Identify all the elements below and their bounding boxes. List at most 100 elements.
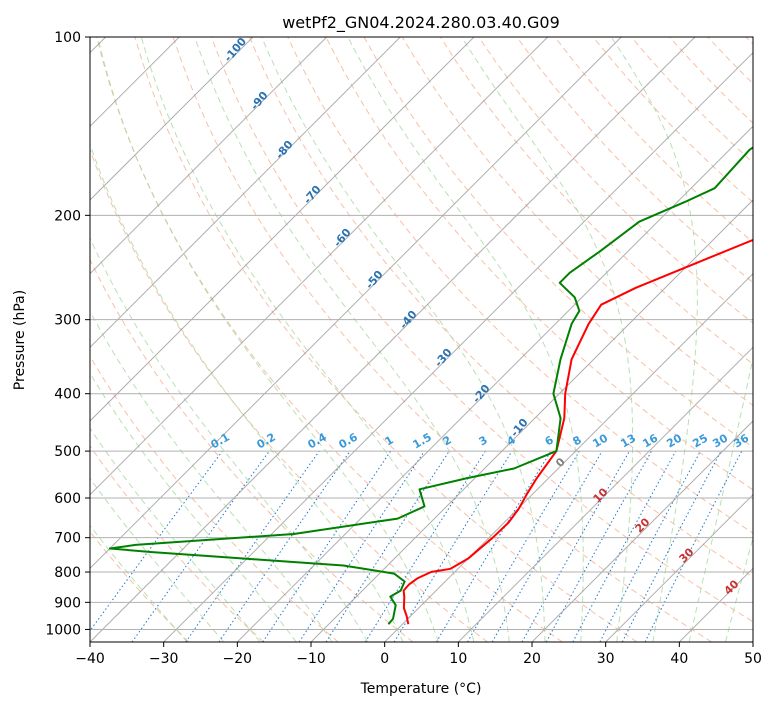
mixing-ratio-label: 2 [441,433,454,448]
isotherm-line [457,346,753,642]
mixing-ratio-label: 8 [571,433,584,448]
dry-adiabat-line [90,531,190,642]
moist-adiabat-line [261,37,546,642]
dry-adiabat-label: -70 [301,183,324,207]
chart-title: wetPf2_GN04.2024.280.03.40.G09 [282,13,560,33]
x-axis-label: Temperature (°C) [360,681,482,697]
mixing-ratio-line [393,450,513,642]
moist-adiabat-line [90,142,404,642]
x-tick-label: 50 [744,651,762,667]
mixing-ratio-label: 1 [383,433,396,448]
x-axis-ticks: −40 −30 −20 −10 0 10 20 30 40 50 [75,642,762,667]
mixing-ratio-label: 6 [543,433,556,448]
moist-adiabat-line [97,37,439,642]
mixing-ratio-line [218,450,351,642]
dry-adiabat-label: -30 [432,346,455,370]
dry-adiabat-line [516,37,753,284]
x-tick-label: 30 [597,651,615,667]
moist-adiabat-line [90,372,297,642]
isotherm-line [90,37,254,201]
grid-lines [90,37,753,642]
dry-adiabat-line [554,37,753,243]
moist-adiabat-line [90,236,369,642]
background-lines [90,37,753,642]
mixing-ratio-label: 0.1 [209,430,232,451]
dry-adiabat-line [210,37,753,623]
x-tick-label: −20 [223,651,253,667]
isotherm-line [163,51,753,642]
mixing-ratio-line [298,450,425,642]
dry-adiabat-label: -80 [273,138,296,162]
x-tick-label: 20 [523,651,541,667]
mixing-ratio-line [435,450,552,642]
isotherm-line [90,37,696,642]
moist-adiabat-label: 40 [722,577,742,597]
dry-adiabat-label: -40 [397,308,420,332]
y-tick-label: 900 [54,595,81,611]
mixing-ratio-label: 10 [590,431,610,450]
y-tick-label: 600 [54,491,81,507]
mixing-ratio-line [545,450,653,642]
mixing-ratio-label: 13 [618,432,638,451]
moist-adiabat-line [90,477,225,642]
dry-adiabat-label: -60 [331,226,354,250]
mixing-ratio-label: 3 [477,433,490,448]
dry-adiabat-line [96,37,563,642]
dry-adiabat-line [439,37,753,365]
dry-adiabat-line [134,37,638,642]
moist-adiabat-line [347,37,584,642]
mixing-ratio-line [572,450,677,642]
dry-adiabat-line [707,37,753,85]
isotherm-line [90,37,401,349]
x-tick-label: −40 [75,651,105,667]
temperature-line [402,238,753,625]
moist-adiabat-label: 20 [633,515,653,535]
mixing-ratio-line [364,450,486,642]
x-tick-label: −30 [149,651,179,667]
x-tick-label: 0 [380,651,389,667]
y-tick-label: 800 [54,565,81,581]
y-tick-label: 400 [54,387,81,403]
mixing-ratio-label: 16 [640,431,660,450]
y-tick-label: 700 [54,531,81,547]
y-tick-label: 300 [54,313,81,329]
mixing-ratio-line [644,450,743,642]
dry-adiabat-line [90,445,264,642]
moist-adiabat-line [461,37,634,642]
isotherm-line [531,420,753,642]
moist-adiabat-label: 10 [591,485,611,505]
moist-adiabat-label: 0 [553,455,568,470]
mixing-ratio-line [521,450,630,642]
isotherm-line [90,37,475,422]
isotherm-line [678,567,753,642]
y-axis-ticks: 100 200 300 400 500 600 700 800 900 1000 [45,30,90,638]
y-tick-label: 500 [54,444,81,460]
dry-adiabat-line [90,355,339,642]
isopleth-labels: -100-90-80-70-60-50-40-30-20-100.1 0.2 0.4… [209,35,752,598]
dry-adiabat-line [90,148,488,642]
x-tick-label: −10 [296,651,326,667]
dry-adiabat-label: -50 [363,268,386,292]
mixing-ratio-label: 20 [664,431,684,450]
moist-adiabat-line [725,536,753,642]
mixing-ratio-label: 0.6 [337,430,361,451]
moist-adiabat-line [194,37,510,642]
mixing-ratio-label: 36 [731,431,751,450]
moist-adiabat-line [90,310,333,642]
mixing-ratio-line [185,450,320,642]
dewpoint-line [108,146,753,625]
isotherm-line [90,37,549,496]
dry-adiabat-label: -100 [221,35,249,65]
dry-adiabat-label: -20 [470,382,493,406]
mixing-ratio-label: 30 [710,431,730,450]
y-axis-label: Pressure (hPa) [12,290,28,390]
mixing-ratio-label: 0.4 [306,430,330,451]
dry-adiabat-line [249,37,753,578]
dry-adiabat-line [287,37,753,534]
isotherm-line [236,125,753,642]
mixing-ratio-line [325,450,450,642]
isotherm-line [384,272,753,642]
isotherm-line [90,37,622,570]
moist-adiabat-line [90,524,188,642]
